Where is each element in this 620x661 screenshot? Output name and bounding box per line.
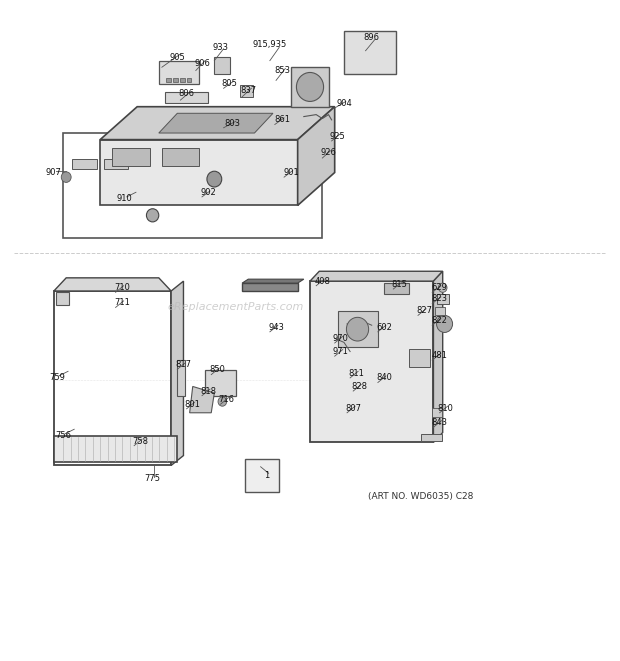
Polygon shape [344,31,396,74]
Text: eReplacementParts.com: eReplacementParts.com [168,303,304,313]
Text: 806: 806 [179,89,195,98]
Text: 850: 850 [210,366,225,375]
Polygon shape [190,387,215,412]
Text: 904: 904 [336,99,352,108]
Polygon shape [54,278,171,291]
Text: 818: 818 [200,387,216,395]
Polygon shape [338,311,378,347]
Text: 906: 906 [194,59,210,69]
Bar [173,78,178,83]
Circle shape [296,73,324,101]
Circle shape [436,315,453,332]
Text: 861: 861 [274,116,290,124]
Circle shape [347,317,369,341]
Text: 811: 811 [348,369,364,378]
Polygon shape [298,106,335,206]
Text: 810: 810 [438,404,454,412]
Text: 896: 896 [364,33,379,42]
Text: 902: 902 [200,188,216,197]
Text: 759: 759 [49,373,65,383]
Text: 828: 828 [352,382,368,391]
Text: (ART NO. WD6035) C28: (ART NO. WD6035) C28 [368,492,474,501]
Polygon shape [165,93,208,103]
Text: 822: 822 [432,316,448,325]
Text: 901: 901 [283,168,299,177]
Text: 925: 925 [330,132,346,141]
Circle shape [61,172,71,182]
Text: 758: 758 [132,436,148,446]
Polygon shape [112,148,149,166]
Polygon shape [159,61,199,84]
Bar [187,78,192,83]
Circle shape [146,209,159,222]
Polygon shape [215,58,230,74]
Polygon shape [421,434,442,441]
Text: 837: 837 [240,86,256,95]
Polygon shape [100,106,335,139]
Polygon shape [56,292,69,305]
Polygon shape [437,294,449,304]
Text: 907: 907 [46,168,62,177]
Text: 971: 971 [333,347,349,356]
Text: 970: 970 [333,334,349,343]
Polygon shape [310,281,433,442]
Circle shape [438,283,447,292]
Polygon shape [54,436,177,462]
Polygon shape [409,349,430,367]
Text: 840: 840 [376,373,392,383]
Text: 801: 801 [185,400,201,408]
Circle shape [207,171,222,187]
Bar [166,78,171,83]
Text: 853: 853 [274,66,290,75]
Text: 1: 1 [264,471,270,480]
Polygon shape [435,307,445,315]
Text: 843: 843 [432,418,448,427]
Text: 910: 910 [117,194,133,204]
Polygon shape [384,283,409,294]
Polygon shape [205,370,236,397]
Text: 629: 629 [432,283,448,292]
Text: 805: 805 [222,79,237,88]
Polygon shape [432,408,442,417]
Text: 926: 926 [321,148,337,157]
Text: 817: 817 [175,360,192,369]
Polygon shape [171,281,184,465]
Text: 803: 803 [225,119,241,128]
Text: 711: 711 [114,298,130,307]
Text: 602: 602 [376,323,392,332]
Text: 481: 481 [432,351,448,360]
Polygon shape [104,159,128,169]
Bar [180,78,185,83]
Polygon shape [433,271,443,442]
Polygon shape [162,148,199,166]
Text: 915,935: 915,935 [253,40,287,49]
Text: 827: 827 [416,306,432,315]
Text: 905: 905 [169,53,185,62]
Polygon shape [241,85,252,97]
Polygon shape [177,360,185,397]
Text: 756: 756 [55,432,71,440]
Text: 408: 408 [314,277,330,286]
Text: 815: 815 [392,280,407,289]
Text: 807: 807 [345,404,361,412]
Text: 775: 775 [144,474,161,483]
Text: 933: 933 [213,43,229,52]
Polygon shape [242,283,298,291]
Polygon shape [159,113,273,133]
Polygon shape [310,271,443,281]
Polygon shape [291,67,329,106]
Text: 716: 716 [219,395,235,404]
Polygon shape [245,459,279,492]
Text: 943: 943 [268,323,284,332]
Circle shape [218,397,227,407]
Text: 710: 710 [114,283,130,292]
Text: 823: 823 [432,294,448,303]
Polygon shape [100,139,298,206]
Polygon shape [242,279,304,283]
Polygon shape [73,159,97,169]
